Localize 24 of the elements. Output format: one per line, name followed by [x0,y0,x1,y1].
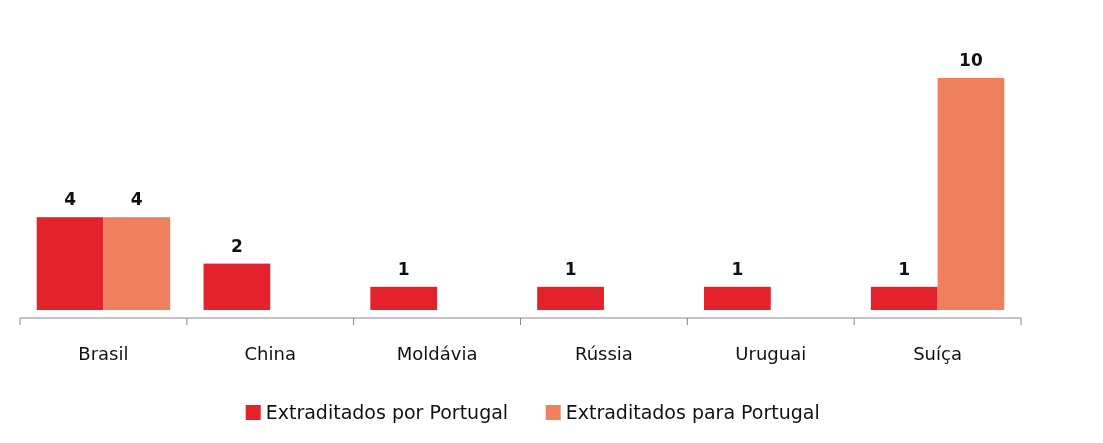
bar [36,217,104,310]
x-tick-label: Rússia [574,343,633,364]
bar [704,286,771,310]
x-tick-label: Uruguai [735,343,807,364]
data-label: 2 [230,235,243,256]
x-tick-label: Brasil [78,343,129,364]
data-label: 4 [130,189,143,210]
x-tick-label: Suíça [913,343,962,364]
data-label: 10 [959,50,983,70]
data-label: 4 [64,189,77,210]
data-label: 1 [564,258,577,279]
data-label: 1 [731,258,744,279]
bar [370,286,438,310]
x-tick-label: Moldávia [396,343,478,364]
data-label: 1 [898,258,911,279]
bar [537,286,604,310]
x-tick-label: China [244,343,296,364]
legend-label: Extraditados por Portugal [265,401,509,423]
bar [870,286,938,310]
bar [103,217,171,310]
legend-label: Extraditados para Portugal [565,401,820,423]
bar [937,78,1005,310]
bar [203,263,271,310]
data-label: 1 [397,258,410,279]
